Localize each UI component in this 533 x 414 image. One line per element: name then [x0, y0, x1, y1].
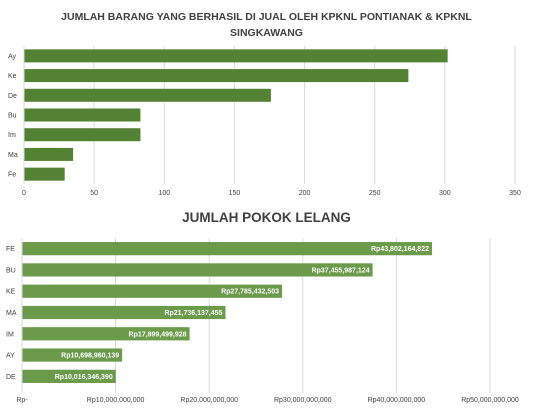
category-label: Im	[8, 132, 16, 139]
bar	[22, 327, 190, 341]
category-label: KE	[6, 289, 16, 296]
category-label: Ke	[8, 73, 17, 80]
bar	[22, 348, 123, 362]
bar	[24, 88, 271, 102]
category-label: FE	[6, 246, 15, 253]
data-label: Rp43,802,164,822	[371, 246, 429, 253]
x-tick-label: Rp50,000,000,000	[461, 397, 519, 404]
category-label: Ay	[8, 53, 17, 60]
bar-chart-plot: Rp- Rp10,000,000,000 Rp20,000,000,000 Rp30,…	[6, 238, 519, 404]
x-tick-label: Rp30,000,000,000	[274, 397, 332, 404]
category-label: De	[8, 93, 17, 100]
category-label: DE	[6, 374, 16, 381]
category-label: AY	[6, 353, 15, 360]
chart-title: JUMLAH POKOK LELANG	[182, 210, 351, 225]
bar	[24, 49, 448, 63]
bar-chart-plot: 0 50 100 150 200 250 300 350 Ay Ke De Bu Im Ma Fe	[8, 46, 521, 197]
x-tick-label: Rp20,000,000,000	[180, 397, 238, 404]
data-label: Rp17,899,499,928	[129, 331, 187, 338]
x-tick-label: 100	[158, 190, 170, 197]
x-tick-label: 300	[439, 190, 451, 197]
bar	[22, 284, 283, 298]
category-label: IM	[6, 331, 14, 338]
category-label: BU	[6, 267, 16, 274]
bar	[22, 305, 226, 320]
x-tick-label: 50	[90, 190, 98, 197]
chart-pokok-lelang: JUMLAH POKOK LELANG Rp- Rp10,000,000,000 R…	[0, 205, 533, 414]
x-tick-label: 150	[229, 190, 241, 197]
bar	[22, 263, 373, 277]
chart-barang-terjual: JUMLAH BARANG YANG BERHASIL DI JUAL OLEH…	[0, 0, 533, 205]
x-tick-label: Rp-	[16, 397, 28, 404]
bar	[24, 69, 409, 83]
x-tick-label: 0	[22, 190, 26, 197]
data-label: Rp37,455,987,124	[312, 267, 370, 274]
bar	[22, 369, 116, 383]
category-label: MA	[6, 310, 17, 317]
bar	[22, 242, 432, 256]
category-label: Fe	[8, 172, 16, 179]
chart-title: JUMLAH BARANG YANG BERHASIL DI JUAL OLEH…	[61, 11, 472, 39]
category-label: Bu	[8, 113, 17, 120]
category-label: Ma	[8, 152, 18, 159]
x-tick-label: 250	[369, 190, 381, 197]
data-label: Rp10,016,346,390	[55, 374, 113, 381]
data-label: Rp10,698,960,139	[61, 353, 119, 360]
x-tick-label: 200	[299, 190, 311, 197]
data-label: Rp21,736,137,455	[164, 310, 222, 317]
bar	[24, 147, 74, 161]
bar	[24, 108, 141, 122]
x-tick-label: 350	[509, 190, 521, 197]
bar	[24, 128, 141, 142]
x-tick-label: Rp10,000,000,000	[87, 397, 145, 404]
data-label: Rp27,785,432,503	[221, 289, 279, 296]
x-tick-label: Rp40,000,000,000	[368, 397, 426, 404]
bar	[24, 167, 65, 181]
